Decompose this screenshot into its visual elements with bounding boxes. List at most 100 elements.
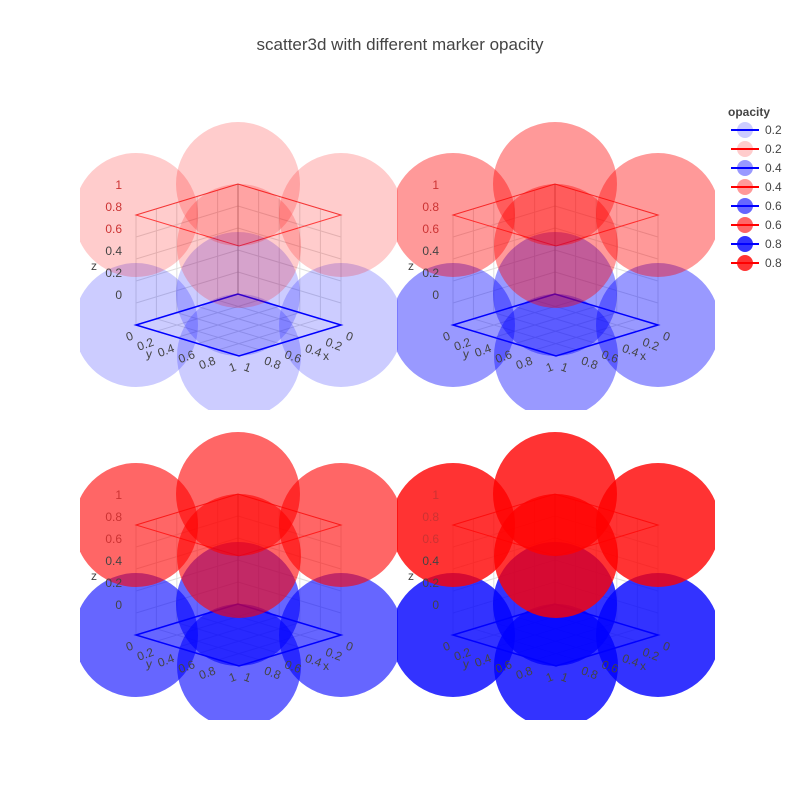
y-tick-label: 0.4 xyxy=(156,651,177,670)
y-tick-label: 0.6 xyxy=(493,657,514,676)
grid-line xyxy=(197,312,300,345)
x-tick-label: 1 xyxy=(242,360,253,376)
grid-line xyxy=(237,205,342,238)
blue-marker[interactable] xyxy=(494,294,618,418)
red-marker[interactable] xyxy=(74,153,198,277)
scene-2[interactable]: 00.20.40.60.810 0.2 0.4 0.6 0.8 100.20.40.60.… xyxy=(391,122,720,418)
grid-line xyxy=(237,271,342,304)
red-marker[interactable] xyxy=(596,463,720,587)
z-axis-title: z xyxy=(408,569,414,583)
blue-marker[interactable] xyxy=(391,573,515,697)
z-tick-label: 0.2 xyxy=(422,266,439,280)
z-axis-title: z xyxy=(91,569,97,583)
blue-marker[interactable] xyxy=(176,232,300,356)
y-tick-label: 0.6 xyxy=(176,347,197,366)
grid-line xyxy=(452,249,556,282)
legend-item[interactable]: 0.6 xyxy=(731,198,782,214)
blue-marker[interactable] xyxy=(494,604,618,728)
y-axis-title: y xyxy=(146,347,152,361)
red-trace-line xyxy=(134,183,343,247)
x-tick-label: 0.4 xyxy=(303,651,324,670)
x-axis-title: x xyxy=(640,349,646,363)
x-tick-label: 1 xyxy=(559,360,570,376)
scene-4[interactable]: 00.20.40.60.810 0.2 0.4 0.6 0.8 100.20.40.60.… xyxy=(391,432,720,728)
grid-line xyxy=(197,305,301,338)
red-marker[interactable] xyxy=(177,494,301,618)
red-marker[interactable] xyxy=(494,494,618,618)
grid-line xyxy=(554,271,659,304)
z-tick-label: 0.4 xyxy=(105,244,122,258)
y-tick-label: 0.4 xyxy=(473,651,494,670)
blue-trace-line xyxy=(450,293,661,357)
blue-marker[interactable] xyxy=(279,573,403,697)
legend-label: 0.6 xyxy=(765,218,782,232)
red-marker[interactable] xyxy=(279,463,403,587)
grid-line xyxy=(473,318,577,351)
blue-marker[interactable] xyxy=(177,294,301,418)
legend-label: 0.6 xyxy=(765,199,782,213)
z-tick-label: 1 xyxy=(432,178,439,192)
scene-3[interactable]: 00.20.40.60.810 0.2 0.4 0.6 0.8 100.20.40.60.… xyxy=(74,432,403,728)
z-tick-label: 0.8 xyxy=(105,510,122,524)
y-axis-title: y xyxy=(463,347,469,361)
y-tick-label: 0.4 xyxy=(473,341,494,360)
blue-marker[interactable] xyxy=(177,604,301,728)
x-tick-label: 0 xyxy=(661,639,672,655)
z-tick-label: 0.6 xyxy=(422,222,439,236)
red-marker[interactable] xyxy=(391,463,515,587)
red-marker[interactable] xyxy=(596,153,720,277)
scene-1[interactable]: 00.20.40.60.810 0.2 0.4 0.6 0.8 100.20.40.60.… xyxy=(74,122,403,418)
blue-marker[interactable] xyxy=(596,573,720,697)
blue-marker[interactable] xyxy=(74,573,198,697)
z-tick-label: 0.2 xyxy=(105,576,122,590)
y-tick-label: 0 xyxy=(441,329,452,345)
scene-tick-labels: 00.20.40.60.810 0.2 0.4 0.6 0.8 100.20.40.60.… xyxy=(422,488,672,685)
red-marker[interactable] xyxy=(176,122,300,246)
legend-item[interactable]: 0.6 xyxy=(731,217,782,233)
blue-marker[interactable] xyxy=(279,263,403,387)
grid-line xyxy=(554,249,659,282)
grid-line xyxy=(237,227,342,260)
red-marker[interactable] xyxy=(177,184,301,308)
red-marker[interactable] xyxy=(493,122,617,246)
grid-line xyxy=(218,318,321,351)
legend-item[interactable]: 0.2 xyxy=(731,122,782,138)
x-axis-title: x xyxy=(323,659,329,673)
legend[interactable]: opacity 0.2 0.2 0.4 0.4 0.6 0.6 0.8 0.8 xyxy=(728,105,782,271)
grid-line xyxy=(156,318,260,351)
blue-marker[interactable] xyxy=(391,263,515,387)
grid-line xyxy=(494,305,597,338)
blue-marker[interactable] xyxy=(74,263,198,387)
z-axis-title: z xyxy=(408,259,414,273)
red-marker[interactable] xyxy=(74,463,198,587)
legend-item[interactable]: 0.8 xyxy=(731,255,782,271)
blue-marker[interactable] xyxy=(596,263,720,387)
legend-label: 0.8 xyxy=(765,256,782,270)
grid-line xyxy=(237,249,342,282)
z-tick-label: 1 xyxy=(115,178,122,192)
legend-item[interactable]: 0.8 xyxy=(731,236,782,252)
legend-item[interactable]: 0.4 xyxy=(731,160,782,176)
x-tick-label: 0.2 xyxy=(641,335,662,354)
red-marker[interactable] xyxy=(279,153,403,277)
x-tick-label: 0.2 xyxy=(641,645,662,664)
red-marker[interactable] xyxy=(494,184,618,308)
legend-item[interactable]: 0.2 xyxy=(731,141,782,157)
grid-line xyxy=(135,271,239,304)
blue-marker[interactable] xyxy=(493,232,617,356)
legend-marker xyxy=(737,198,753,214)
z-tick-label: 0.8 xyxy=(422,510,439,524)
y-tick-label: 1 xyxy=(544,360,555,376)
legend-marker xyxy=(737,122,753,138)
red-marker[interactable] xyxy=(391,153,515,277)
x-axis-title: x xyxy=(323,349,329,363)
x-tick-label: 0.6 xyxy=(283,347,304,366)
y-tick-label: 0.2 xyxy=(452,645,473,664)
grid-line xyxy=(135,227,239,260)
y-tick-label: 1 xyxy=(227,670,238,686)
z-tick-label: 0.2 xyxy=(422,576,439,590)
grid-line xyxy=(217,299,321,332)
y-tick-label: 0.4 xyxy=(156,341,177,360)
legend-item[interactable]: 0.4 xyxy=(731,179,782,195)
